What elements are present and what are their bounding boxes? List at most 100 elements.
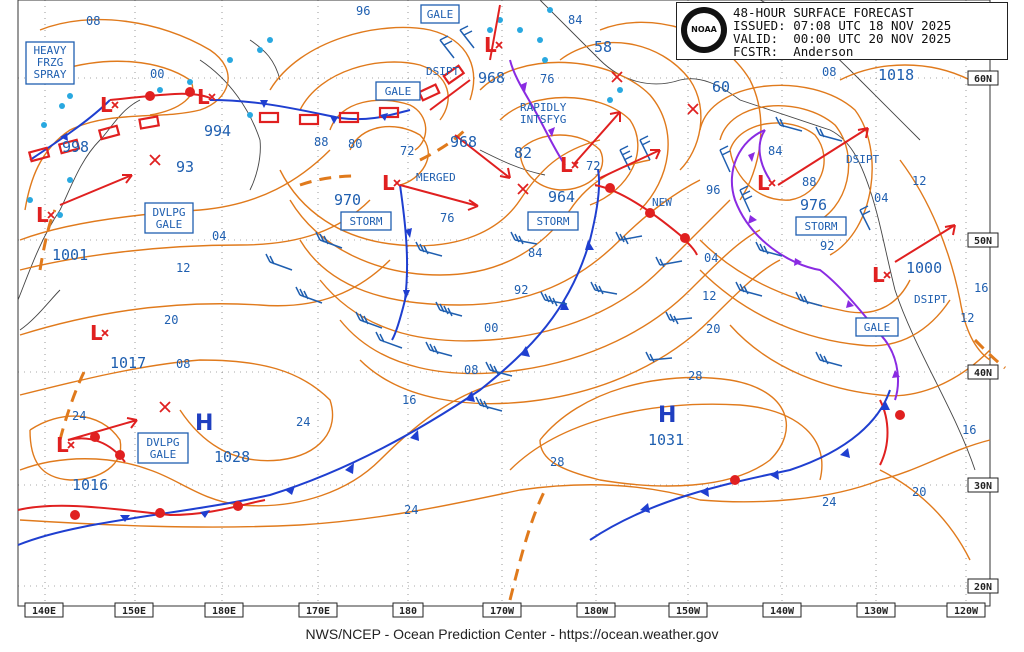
- noaa-logo: NOAA: [681, 7, 727, 53]
- svg-text:88: 88: [314, 135, 328, 149]
- pressure-value: 1018: [878, 66, 914, 84]
- svg-text:24: 24: [404, 503, 418, 517]
- svg-text:INTSFYG: INTSFYG: [520, 113, 566, 126]
- pressure-value: 964: [548, 188, 575, 206]
- svg-text:08: 08: [822, 65, 836, 79]
- svg-text:20: 20: [912, 485, 926, 499]
- low-symbol: L: [560, 153, 573, 177]
- svg-text:84: 84: [528, 246, 542, 260]
- low-symbol: L: [56, 433, 69, 457]
- svg-text:170E: 170E: [306, 606, 330, 617]
- pressure-value: 1000: [906, 259, 942, 277]
- svg-text:30N: 30N: [974, 481, 992, 492]
- svg-text:92: 92: [514, 283, 528, 297]
- longitude-axis: 140E 150E 180E 170E 180 170W 180W 150W 1…: [24, 602, 986, 618]
- svg-text:12: 12: [960, 311, 974, 325]
- pressure-value: 1001: [52, 246, 88, 264]
- fronts: [17, 59, 905, 546]
- warning-gale-mid: GALE: [375, 81, 421, 101]
- forecast-header: NOAA 48-HOUR SURFACE FORECAST ISSUED: 07…: [676, 2, 1008, 60]
- svg-text:DVLPG: DVLPG: [152, 206, 185, 219]
- svg-text:150E: 150E: [122, 606, 146, 617]
- pressure-value: 976: [800, 196, 827, 214]
- pressure-value: 1031: [648, 431, 684, 449]
- svg-text:88: 88: [802, 175, 816, 189]
- svg-text:04: 04: [212, 229, 226, 243]
- svg-text:FRZG: FRZG: [37, 56, 64, 69]
- svg-text:40N: 40N: [974, 368, 992, 379]
- isobar-labels: 08 96 00 88 80 72 76 84 72 76 84 88 08 0…: [72, 4, 988, 517]
- svg-text:16: 16: [962, 423, 976, 437]
- svg-text:08: 08: [464, 363, 478, 377]
- svg-text:MERGED: MERGED: [416, 171, 456, 184]
- troughs: [38, 128, 1006, 601]
- svg-text:80: 80: [348, 137, 362, 151]
- pressure-value: 968: [450, 133, 477, 151]
- svg-text:SPRAY: SPRAY: [33, 68, 66, 81]
- svg-text:GALE: GALE: [385, 85, 412, 98]
- pressure-value: 60: [712, 78, 730, 96]
- warning-heavy-frzg-spray: HEAVY FRZG SPRAY: [25, 41, 75, 85]
- low-symbol: L: [382, 171, 395, 195]
- svg-text:150W: 150W: [676, 606, 701, 617]
- pressure-value: 58: [594, 38, 612, 56]
- svg-text:28: 28: [550, 455, 564, 469]
- svg-text:12: 12: [912, 174, 926, 188]
- svg-text:16: 16: [402, 393, 416, 407]
- pressure-value: 93: [176, 158, 194, 176]
- svg-text:180: 180: [399, 606, 417, 617]
- svg-text:20N: 20N: [974, 582, 992, 593]
- low-symbol: L: [197, 85, 210, 109]
- svg-text:76: 76: [540, 72, 554, 86]
- svg-text:24: 24: [72, 409, 86, 423]
- svg-text:DSIPT: DSIPT: [914, 293, 947, 306]
- warning-storm-964: STORM: [527, 211, 579, 231]
- low-symbol: L: [757, 171, 770, 195]
- svg-text:20: 20: [164, 313, 178, 327]
- svg-text:28: 28: [688, 369, 702, 383]
- warning-storm-976: STORM: [795, 216, 847, 236]
- pressure-values: 998 994 93 1001 1017 1016 1028 970 968 9…: [52, 38, 942, 494]
- isobars: [19, 18, 991, 561]
- warning-storm-970: STORM: [340, 211, 392, 231]
- svg-text:24: 24: [296, 415, 310, 429]
- latitude-axis: 60N 50N 40N 30N 20N: [967, 70, 999, 594]
- svg-text:GALE: GALE: [864, 321, 891, 334]
- high-symbol: H: [195, 411, 213, 436]
- wind-barbs: [265, 25, 871, 412]
- svg-text:GALE: GALE: [156, 218, 183, 231]
- svg-text:140E: 140E: [32, 606, 56, 617]
- svg-text:08: 08: [86, 14, 100, 28]
- svg-text:STORM: STORM: [804, 220, 837, 233]
- svg-text:STORM: STORM: [349, 215, 382, 228]
- warning-dvlpg-gale-w: DVLPG GALE: [144, 202, 194, 234]
- svg-text:STORM: STORM: [536, 215, 569, 228]
- pressure-value: 968: [478, 69, 505, 87]
- svg-text:RAPIDLY: RAPIDLY: [520, 101, 567, 114]
- low-symbol: L: [90, 321, 103, 345]
- svg-text:DSIPT: DSIPT: [426, 65, 459, 78]
- svg-text:50N: 50N: [974, 236, 992, 247]
- svg-text:84: 84: [768, 144, 782, 158]
- pressure-value: 998: [62, 138, 89, 156]
- warning-gale-east: GALE: [855, 317, 899, 337]
- svg-text:72: 72: [400, 144, 414, 158]
- svg-text:16: 16: [974, 281, 988, 295]
- x-marks: [149, 71, 699, 413]
- svg-text:76: 76: [440, 211, 454, 225]
- svg-text:84: 84: [568, 13, 582, 27]
- pressure-value: 994: [204, 122, 231, 140]
- svg-text:96: 96: [706, 183, 720, 197]
- svg-text:DSIPT: DSIPT: [846, 153, 879, 166]
- annotations: DSIPT MERGED RAPIDLY INTSFYG NEW DSIPT D…: [416, 65, 947, 306]
- high-centers: H H: [195, 403, 676, 436]
- svg-text:120W: 120W: [954, 606, 979, 617]
- svg-text:60N: 60N: [974, 74, 992, 85]
- svg-text:00: 00: [150, 67, 164, 81]
- low-symbol: L: [100, 93, 113, 117]
- svg-text:GALE: GALE: [427, 8, 454, 21]
- movement-arrows: [59, 4, 956, 441]
- forecast-title: 48-HOUR SURFACE FORECAST: [733, 5, 914, 20]
- svg-text:12: 12: [702, 289, 716, 303]
- freezing-spray-markers: [27, 7, 623, 218]
